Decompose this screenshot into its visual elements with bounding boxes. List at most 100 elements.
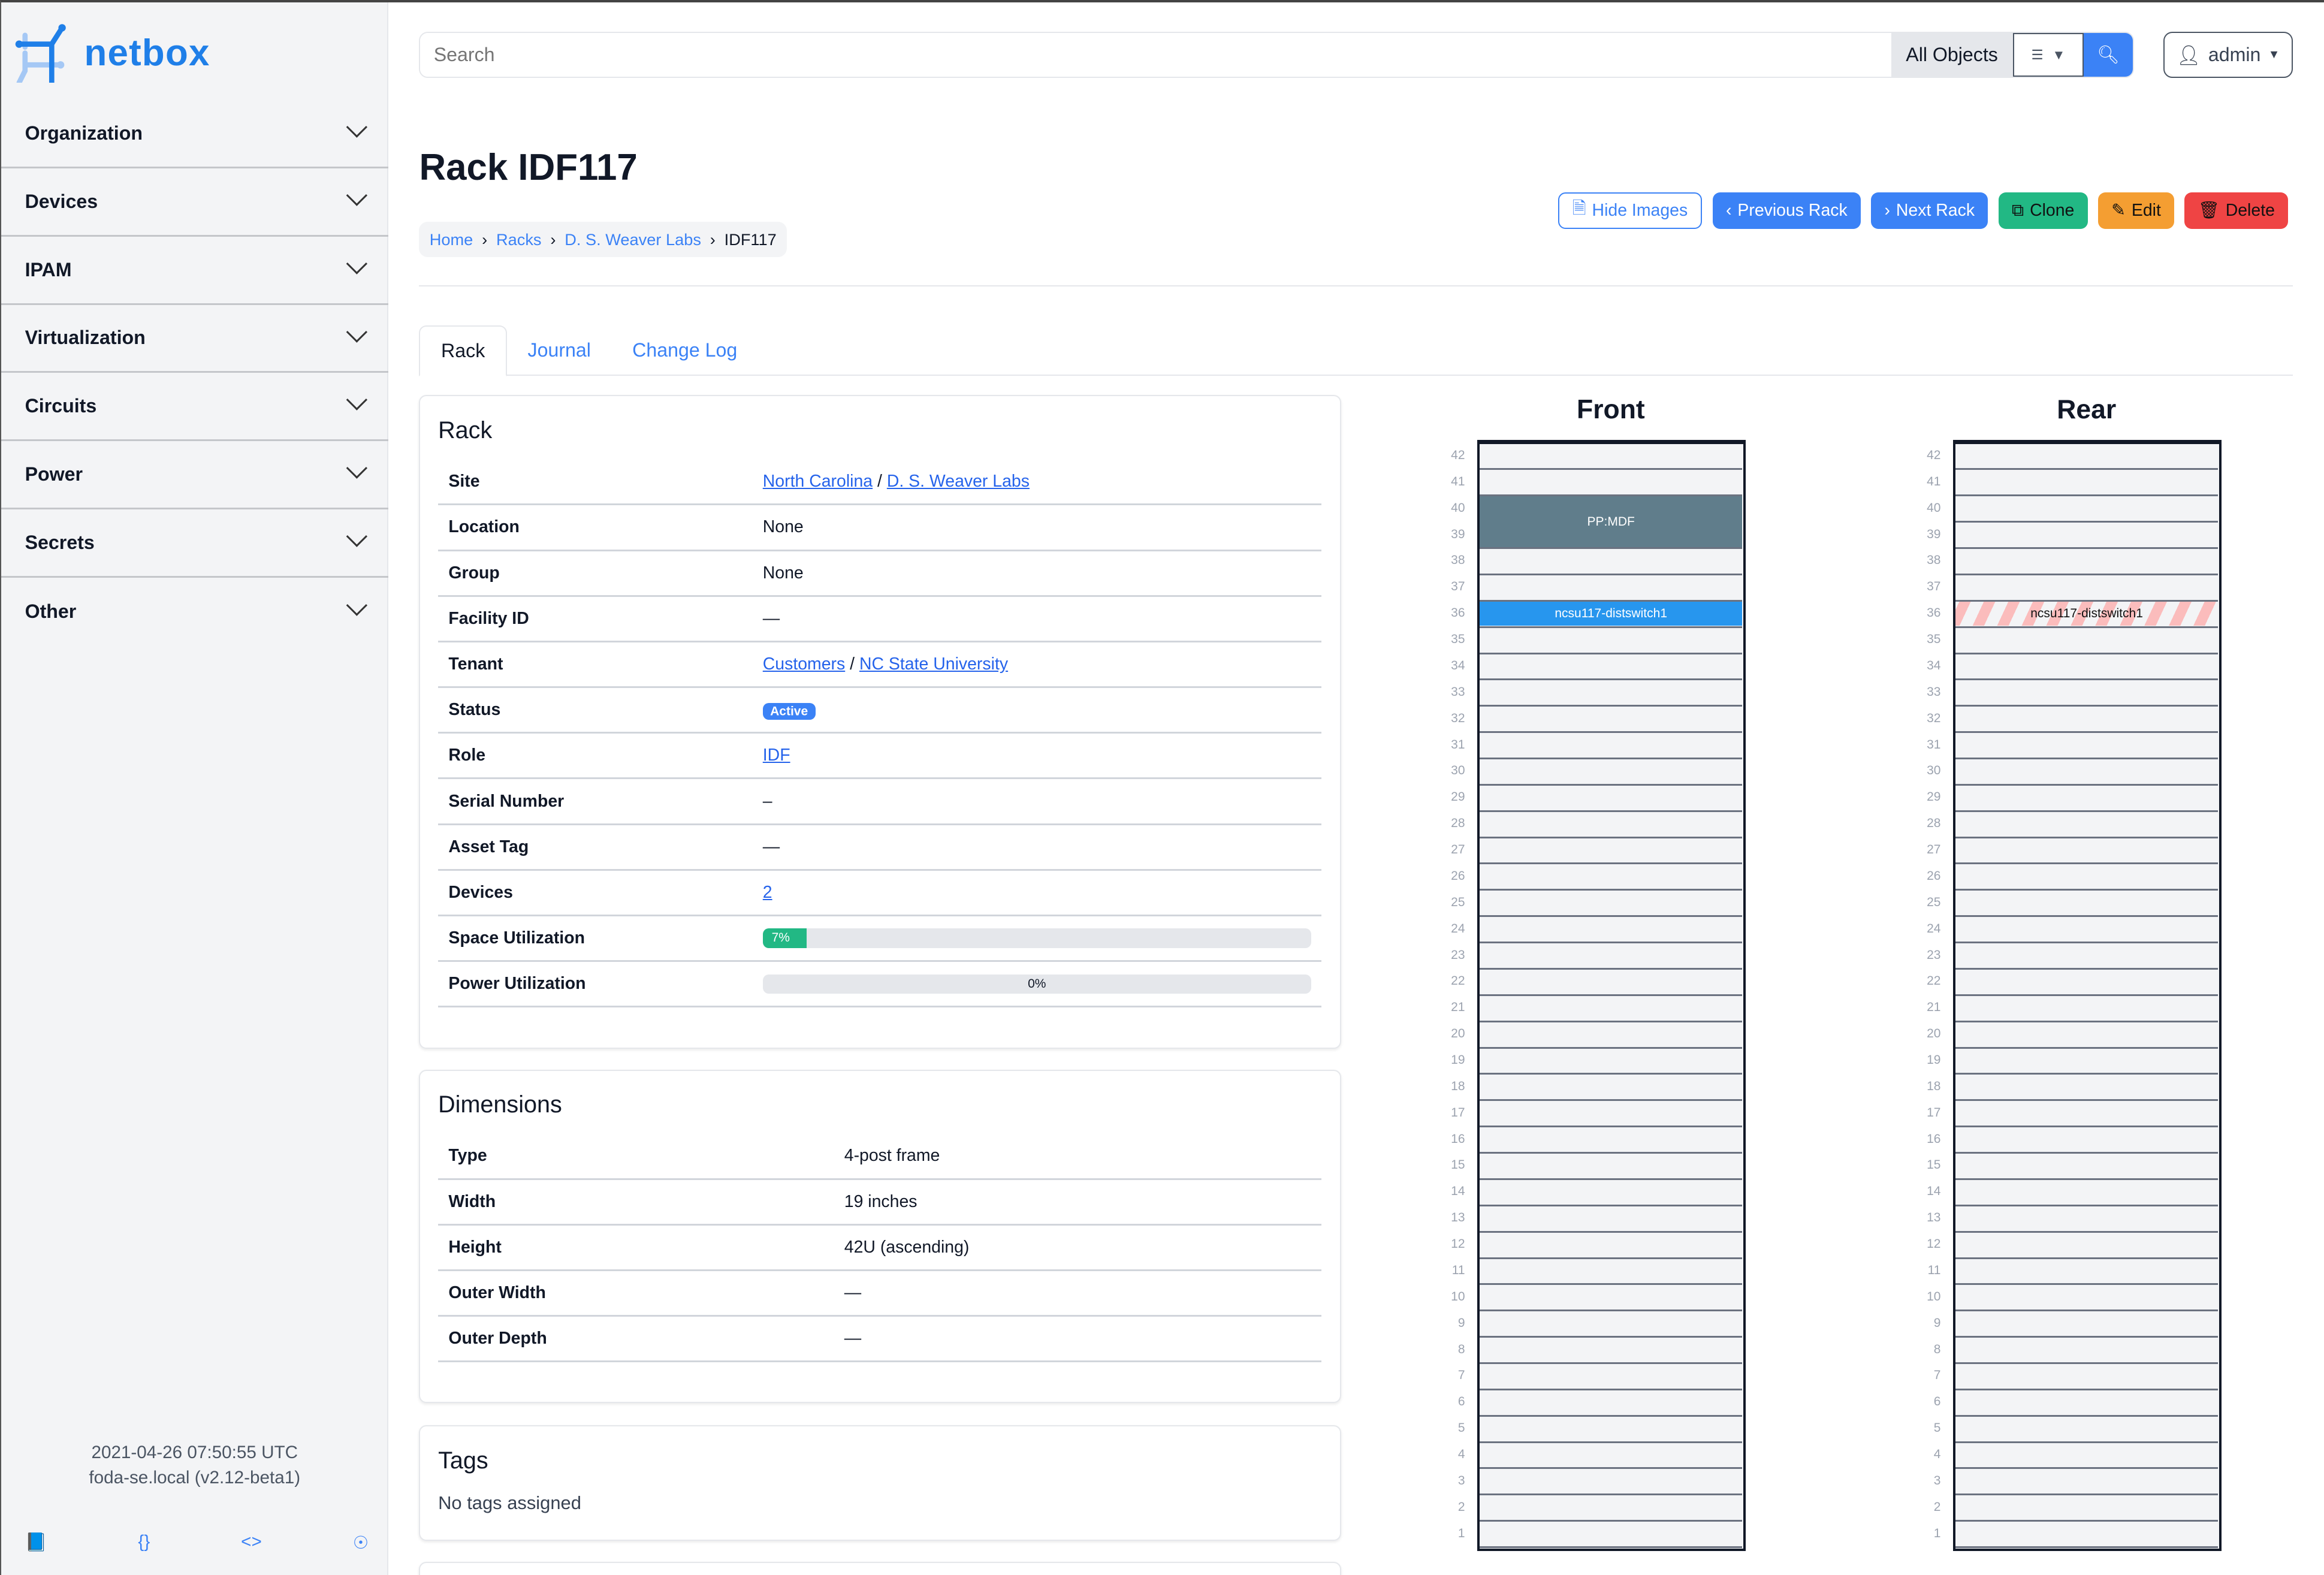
rack-unit[interactable] (1955, 444, 2218, 470)
rack-unit[interactable] (1955, 838, 2218, 865)
hide-images-button[interactable]: 🗎︎ Hide Images (1558, 192, 1703, 230)
rack-unit[interactable] (1480, 812, 1743, 838)
rack-unit[interactable] (1955, 1180, 2218, 1206)
rack-unit[interactable] (1480, 1417, 1743, 1443)
tenant-link[interactable]: NC State University (859, 654, 1009, 674)
code-icon[interactable]: <> (241, 1532, 262, 1552)
filter-dropdown-button[interactable]: ☰ ▼ (2012, 33, 2084, 77)
rack-unit[interactable] (1955, 1049, 2218, 1075)
rack-unit[interactable] (1955, 1206, 2218, 1233)
tab-journal[interactable]: Journal (527, 339, 591, 361)
rack-unit[interactable] (1955, 1233, 2218, 1259)
clone-button[interactable]: ⧉ Clone (1998, 192, 2088, 230)
rack-unit[interactable] (1480, 1233, 1743, 1259)
rack-unit[interactable] (1480, 838, 1743, 865)
rack-unit[interactable] (1955, 549, 2218, 575)
rack-unit[interactable] (1955, 1154, 2218, 1180)
rack-unit[interactable] (1480, 970, 1743, 996)
rack-unit[interactable] (1955, 733, 2218, 759)
sidebar-item-secrets[interactable]: Secrets (1, 509, 388, 578)
search-button[interactable]: 🔍︎ (2084, 33, 2133, 77)
breadcrumb-home[interactable]: Home (429, 230, 473, 249)
sidebar-item-power[interactable]: Power (1, 441, 388, 509)
rack-unit[interactable] (1955, 1470, 2218, 1496)
rack-unit[interactable] (1480, 1495, 1743, 1522)
api-braces-icon[interactable]: {} (138, 1532, 150, 1552)
rack-unit[interactable] (1480, 1285, 1743, 1312)
rack-unit[interactable] (1955, 602, 2218, 628)
devices-count-link[interactable]: 2 (762, 882, 772, 902)
rack-unit[interactable] (1955, 864, 2218, 891)
rack-unit[interactable] (1955, 1127, 2218, 1154)
rack-unit[interactable] (1955, 1390, 2218, 1417)
rack-unit[interactable] (1955, 680, 2218, 707)
book-icon[interactable]: 📘 (25, 1532, 47, 1553)
sidebar-item-devices[interactable]: Devices (1, 168, 388, 237)
rack-unit[interactable] (1480, 470, 1743, 497)
search-scope[interactable]: All Objects (1891, 33, 2013, 77)
rack-unit[interactable] (1480, 733, 1743, 759)
rack-unit[interactable] (1480, 864, 1743, 891)
rack-unit[interactable] (1955, 523, 2218, 550)
rack-unit[interactable] (1480, 1390, 1743, 1417)
rack-unit[interactable] (1480, 1154, 1743, 1180)
rack-device[interactable]: ncsu117-distswitch1 (1480, 601, 1743, 626)
rack-unit[interactable] (1955, 1522, 2218, 1549)
previous-rack-button[interactable]: ‹ Previous Rack (1712, 192, 1861, 230)
rack-unit[interactable] (1955, 1259, 2218, 1286)
rack-unit[interactable] (1955, 917, 2218, 944)
netbox-logo[interactable]: netbox (13, 23, 210, 83)
breadcrumb-racks[interactable]: Racks (496, 230, 542, 249)
rack-unit[interactable] (1480, 1127, 1743, 1154)
rack-unit[interactable] (1955, 575, 2218, 602)
rack-unit[interactable] (1955, 707, 2218, 734)
rack-unit[interactable] (1480, 602, 1743, 628)
rack-device[interactable]: ncsu117-distswitch1 (1955, 601, 2218, 626)
rack-unit[interactable] (1955, 943, 2218, 970)
rack-unit[interactable] (1480, 549, 1743, 575)
rack-unit[interactable] (1955, 1075, 2218, 1102)
rack-unit[interactable] (1480, 996, 1743, 1022)
search-input[interactable] (420, 33, 1891, 77)
rack-unit[interactable] (1480, 1259, 1743, 1286)
rack-unit[interactable] (1480, 444, 1743, 470)
edit-button[interactable]: ✎ Edit (2097, 192, 2175, 230)
rack-unit[interactable] (1480, 575, 1743, 602)
site-link[interactable]: D. S. Weaver Labs (886, 471, 1030, 491)
rack-unit[interactable] (1955, 1495, 2218, 1522)
rack-unit[interactable] (1480, 759, 1743, 786)
region-link[interactable]: North Carolina (762, 471, 873, 491)
rack-unit[interactable] (1955, 1101, 2218, 1128)
rack-unit[interactable] (1955, 1417, 2218, 1443)
breadcrumb-site[interactable]: D. S. Weaver Labs (565, 230, 701, 249)
sidebar-item-organization[interactable]: Organization (1, 100, 388, 168)
help-lifebuoy-icon[interactable]: ☉ (352, 1533, 369, 1553)
rack-unit[interactable] (1955, 1022, 2218, 1049)
rack-unit[interactable] (1955, 628, 2218, 654)
rack-unit[interactable] (1955, 786, 2218, 812)
rack-device[interactable]: PP:MDF (1480, 496, 1743, 547)
rack-unit[interactable] (1480, 1022, 1743, 1049)
rack-unit[interactable] (1480, 1049, 1743, 1075)
rack-unit[interactable] (1480, 786, 1743, 812)
next-rack-button[interactable]: › Next Rack (1871, 192, 1988, 230)
rack-unit[interactable] (1955, 470, 2218, 497)
rack-unit[interactable] (1955, 759, 2218, 786)
user-menu-button[interactable]: 👤︎ admin ▼ (2163, 32, 2293, 79)
tenant-group-link[interactable]: Customers (762, 654, 846, 674)
rack-unit[interactable] (1955, 996, 2218, 1022)
rack-unit[interactable] (1955, 1285, 2218, 1312)
rack-unit[interactable] (1480, 1075, 1743, 1102)
rack-unit[interactable] (1955, 970, 2218, 996)
rack-unit[interactable] (1480, 917, 1743, 944)
rack-unit[interactable] (1955, 1443, 2218, 1470)
tab-rack[interactable]: Rack (419, 325, 507, 376)
rack-unit[interactable] (1480, 654, 1743, 681)
rack-unit[interactable] (1480, 523, 1743, 550)
rack-unit[interactable] (1480, 1522, 1743, 1549)
sidebar-item-virtualization[interactable]: Virtualization (1, 305, 388, 373)
rack-unit[interactable] (1480, 1180, 1743, 1206)
rack-unit[interactable] (1955, 812, 2218, 838)
sidebar-item-circuits[interactable]: Circuits (1, 373, 388, 442)
rack-unit[interactable] (1955, 1338, 2218, 1364)
